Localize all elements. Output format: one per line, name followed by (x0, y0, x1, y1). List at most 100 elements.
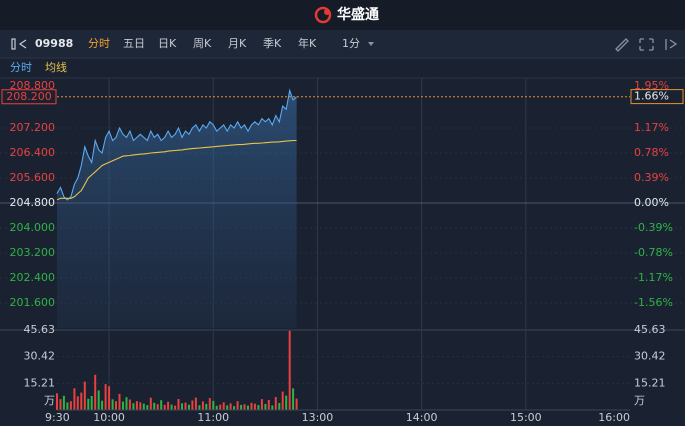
x-tick-label: 14:00 (406, 411, 438, 424)
volume-bar (160, 400, 163, 410)
volume-bar (135, 401, 138, 410)
volume-bar (128, 399, 131, 410)
fullscreen-icon[interactable] (639, 38, 654, 51)
volume-bar (139, 402, 142, 410)
volume-bar (181, 403, 183, 410)
volume-bar (222, 402, 225, 410)
x-tick-label: 16:00 (598, 411, 630, 424)
volume-bar (253, 403, 256, 410)
interval-select[interactable]: 1分 (342, 37, 360, 50)
volume-bar (229, 403, 232, 410)
expand-icon[interactable] (665, 39, 678, 50)
legend-entry: 均线 (45, 60, 67, 74)
y2-tick-label: -1.17% (634, 271, 673, 284)
volume-bar (153, 402, 156, 410)
price-line (56, 88, 297, 201)
volume-bar (243, 404, 246, 410)
period-tab[interactable]: 月K (228, 37, 247, 50)
y-tick-label: 205.600 (10, 171, 56, 184)
volume-tick-label-right: 45.63 (634, 323, 666, 336)
volume-bar (208, 398, 211, 410)
volume-bar (125, 397, 128, 410)
volume-bar (219, 404, 222, 410)
volume-bar (80, 392, 83, 410)
y2-tick-label: 1.17% (634, 121, 669, 134)
x-tick-label: 9:30 (45, 411, 70, 424)
volume-bar (104, 384, 107, 410)
volume-bar (149, 397, 152, 410)
volume-bar (285, 395, 288, 410)
volume-tick-label: 15.21 (24, 376, 56, 389)
volume-tick-label: 30.42 (24, 350, 56, 363)
volume-bar (76, 396, 79, 410)
volume-bar (205, 403, 208, 410)
volume-bar (163, 404, 166, 410)
volume-unit-right: 万 (634, 394, 645, 407)
stock-code: 09988 (35, 37, 73, 50)
period-tab[interactable]: 日K (158, 37, 177, 50)
volume-bar (115, 401, 117, 410)
period-tab[interactable]: 年K (298, 36, 317, 50)
volume-bar (66, 402, 69, 410)
volume-bar (132, 403, 135, 410)
y2-tick-label: -1.56% (634, 296, 673, 309)
volume-tick-label-right: 15.21 (634, 376, 666, 389)
y2-tick-label: -0.78% (634, 246, 673, 259)
volume-unit: 万 (44, 394, 55, 407)
last-pct-label: 1.66% (634, 90, 669, 103)
period-tab[interactable]: 季K (263, 37, 282, 50)
volume-bar (250, 402, 253, 410)
title-bar (0, 0, 685, 30)
volume-bar (87, 398, 90, 410)
period-tab[interactable]: 周K (193, 37, 212, 50)
toolbar (0, 30, 685, 58)
volume-bar (174, 405, 177, 410)
y-tick-label: 206.400 (10, 146, 56, 159)
collapse-icon[interactable] (11, 38, 27, 50)
volume-bar (177, 399, 180, 410)
volume-bar (108, 386, 111, 410)
volume-bar (194, 397, 197, 410)
period-tab[interactable]: 五日 (123, 37, 145, 50)
volume-bar (274, 397, 277, 410)
volume-bar (271, 405, 274, 410)
volume-bar (212, 400, 215, 410)
dropdown-arrow[interactable] (368, 42, 374, 46)
volume-bar (83, 381, 86, 410)
last-price-box (1, 89, 57, 105)
volume-bar (184, 402, 187, 410)
legend-entry: 分时 (10, 61, 32, 74)
last-pct-box (630, 89, 684, 105)
x-tick-label: 15:00 (510, 411, 542, 424)
volume-bar (97, 390, 100, 410)
volume-bar (156, 404, 159, 410)
volume-bar (101, 400, 104, 410)
volume-tick-label: 45.63 (24, 323, 56, 336)
volume-bar (226, 405, 229, 410)
volume-bar (122, 401, 124, 410)
x-tick-label: 13:00 (302, 411, 334, 424)
volume-bar (118, 393, 121, 410)
y-tick-label: 203.200 (10, 246, 56, 259)
y-tick-label: 208.800 (10, 79, 56, 92)
volume-bar (188, 404, 190, 410)
volume-bar (264, 404, 267, 410)
app-title: 华盛通 (337, 6, 379, 23)
volume-bar (111, 399, 114, 410)
price-area (57, 90, 297, 328)
average-line (56, 139, 297, 201)
logo-icon (314, 6, 332, 24)
volume-bar (94, 374, 97, 410)
draw-tool-icon[interactable] (615, 38, 629, 52)
volume-bar (236, 401, 239, 410)
volume-bar (288, 330, 291, 410)
volume-tick-label-right: 30.42 (634, 350, 666, 363)
volume-bar (146, 405, 149, 410)
volume-bar (191, 400, 194, 410)
period-tab[interactable]: 分时 (88, 37, 110, 50)
volume-bar (215, 405, 218, 410)
y2-tick-label: 1.95% (634, 79, 669, 92)
volume-bar (142, 403, 145, 410)
